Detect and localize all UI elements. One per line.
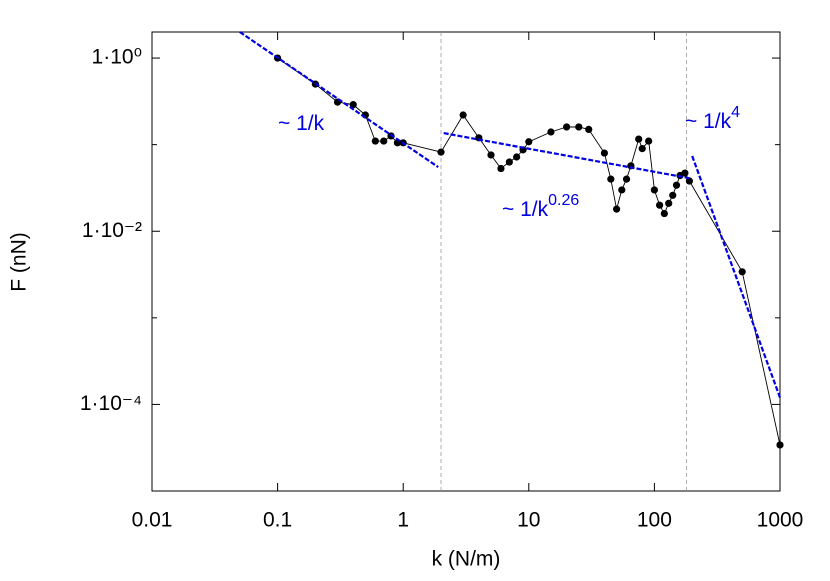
data-point [459,111,467,119]
x-tick-label: 0.1 [263,509,292,532]
data-point [665,199,673,207]
data-point [371,137,379,145]
data-point [563,123,571,131]
data-point [635,135,643,143]
fit-label: ~ 1/k4 [685,104,740,132]
fit-label: ~ 1/k0.26 [502,192,579,220]
data-point [513,153,521,161]
data-point [547,128,555,136]
line [443,132,690,180]
data-point [650,186,659,194]
data-point [487,151,495,159]
data-point [655,201,664,209]
data-point [669,191,677,199]
line [239,31,439,169]
y-tick-label: 1·10⁰ [92,46,142,69]
data-point [776,441,784,449]
y-axis-label: F (nN) [8,232,31,292]
fit-label: ~ 1/k [278,112,325,135]
x-axis-label: k (N/m) [432,548,501,571]
data-point [618,186,626,194]
data-point [497,164,505,173]
fit-label-exponent: 0.26 [548,192,579,209]
data-point [612,205,621,213]
data-point [738,268,746,276]
x-tick-label: 1 [397,509,409,532]
data-point [525,138,533,146]
line [691,155,782,398]
data-point [672,181,681,189]
y-tick-label: 1·10⁻⁴ [80,392,142,415]
data-point [585,125,593,134]
data-point [600,149,609,157]
x-tick-label: 1000 [757,509,804,532]
data-point [660,209,668,218]
y-tick-label: 1·10⁻² [82,219,142,242]
data-point [681,169,689,177]
plot-frame [151,31,781,492]
data-point [638,145,646,153]
data-point [437,148,445,156]
data-point [607,175,615,183]
fit-label-text: ~ 1/k [502,198,549,221]
data-point [505,158,513,166]
fit-label-text: ~ 1/k [278,112,325,135]
fit-label-exponent: 4 [731,104,740,121]
data-point [380,137,388,145]
x-tick-label: 100 [637,509,672,532]
data-point [349,101,357,109]
fit-label-text: ~ 1/k [685,110,732,133]
data-point [575,123,583,131]
data-point [622,175,631,183]
x-tick-label: 10 [517,509,540,532]
x-tick-label: 0.01 [132,509,173,532]
data-point [685,177,694,185]
data-point [645,137,653,145]
